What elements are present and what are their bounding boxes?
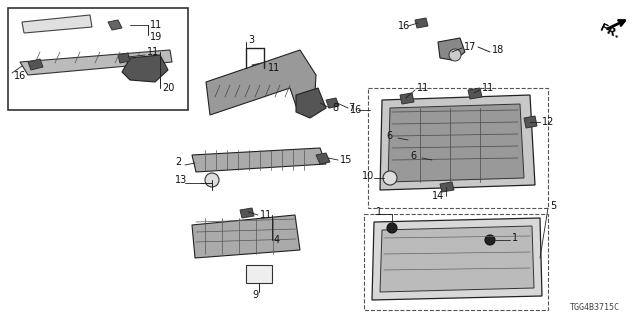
Text: 14: 14 (432, 191, 444, 201)
Polygon shape (20, 50, 172, 75)
Polygon shape (252, 63, 264, 72)
Polygon shape (415, 18, 428, 28)
Text: 6: 6 (410, 151, 416, 161)
Text: 5: 5 (550, 201, 556, 211)
Text: 16: 16 (398, 21, 410, 31)
Polygon shape (400, 93, 414, 104)
Text: 11: 11 (150, 20, 163, 30)
Polygon shape (192, 215, 300, 258)
Text: 12: 12 (542, 117, 554, 127)
Text: 11: 11 (417, 83, 429, 93)
Bar (246, 265, 272, 283)
Text: 17: 17 (464, 42, 476, 52)
Text: 11: 11 (482, 83, 494, 93)
Text: 18: 18 (492, 45, 504, 55)
Circle shape (205, 173, 219, 187)
Text: 6: 6 (386, 131, 392, 141)
Text: 16: 16 (350, 105, 362, 115)
Text: 11: 11 (268, 63, 280, 73)
Polygon shape (240, 208, 254, 218)
Polygon shape (440, 182, 454, 192)
Text: 4: 4 (274, 235, 280, 245)
Polygon shape (468, 88, 482, 99)
Polygon shape (372, 218, 542, 300)
Circle shape (383, 171, 397, 185)
Polygon shape (524, 116, 537, 128)
Text: 11: 11 (147, 47, 159, 57)
Polygon shape (296, 88, 326, 118)
Polygon shape (388, 104, 524, 182)
Circle shape (485, 235, 495, 245)
Circle shape (387, 223, 397, 233)
Text: 16: 16 (14, 71, 26, 81)
Polygon shape (22, 15, 92, 33)
Text: 10: 10 (362, 171, 374, 181)
Text: 1: 1 (376, 207, 382, 217)
Text: FR.: FR. (598, 23, 621, 41)
Polygon shape (438, 38, 465, 60)
Polygon shape (122, 55, 168, 82)
Text: 19: 19 (150, 32, 163, 42)
Polygon shape (192, 148, 326, 172)
Polygon shape (326, 98, 339, 108)
Text: 9: 9 (252, 290, 258, 300)
Text: 2: 2 (175, 157, 181, 167)
Text: 11: 11 (260, 210, 272, 220)
Polygon shape (316, 153, 330, 164)
Text: 13: 13 (175, 175, 188, 185)
Bar (8, 8, 188, 110)
Text: 15: 15 (340, 155, 353, 165)
Polygon shape (206, 50, 316, 115)
Polygon shape (380, 226, 534, 292)
Text: TGG4B3715C: TGG4B3715C (570, 303, 620, 312)
Polygon shape (118, 53, 130, 63)
Text: 7: 7 (348, 103, 355, 113)
Text: 20: 20 (162, 83, 174, 93)
Text: 8: 8 (332, 103, 338, 113)
Text: 3: 3 (248, 35, 254, 45)
Polygon shape (108, 20, 122, 30)
Circle shape (449, 49, 461, 61)
Polygon shape (28, 59, 43, 70)
Bar (368, 88, 548, 208)
Polygon shape (380, 95, 535, 190)
Bar (364, 214, 548, 310)
Text: 1: 1 (512, 233, 518, 243)
